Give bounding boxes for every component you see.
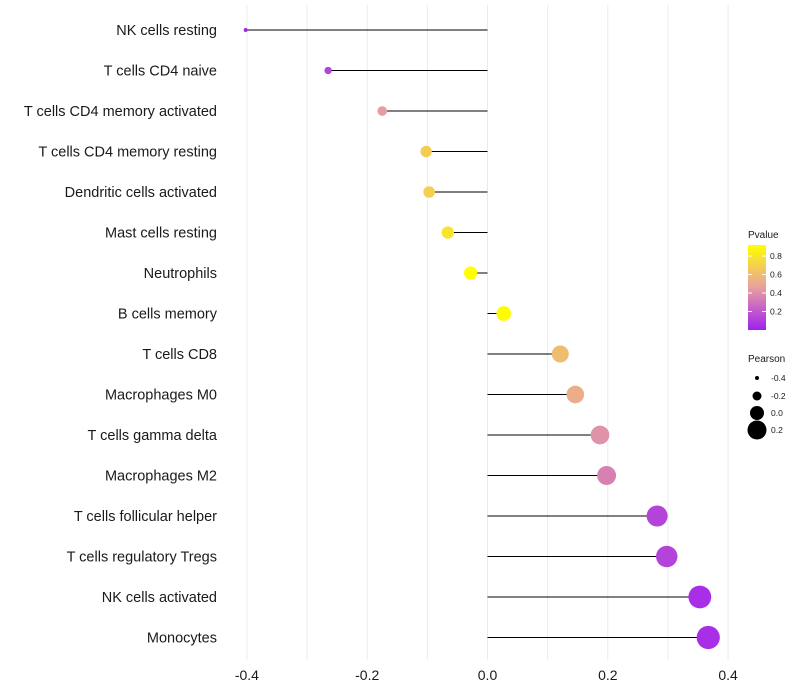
pearson-size-label: -0.2	[771, 391, 786, 401]
points	[243, 28, 720, 650]
pearson-legend: Pearson -0.4 -0.2 0.0 0.2	[747, 354, 786, 440]
pearson-size-label: 0.0	[771, 408, 783, 418]
category-label: Mast cells resting	[105, 226, 217, 242]
data-point	[590, 425, 610, 445]
pearson-size-key	[750, 406, 764, 420]
data-point	[696, 625, 720, 650]
data-point	[688, 585, 712, 609]
data-point	[441, 226, 454, 239]
stems	[245, 29, 709, 638]
category-label: T cells follicular helper	[74, 509, 217, 525]
data-point	[496, 306, 512, 321]
pearson-size-key	[752, 391, 762, 401]
data-point	[420, 145, 432, 158]
pvalue-tick-label: 0.8	[770, 251, 782, 261]
pearson-size-key	[747, 420, 767, 440]
category-label: T cells CD8	[142, 347, 217, 363]
category-label: Neutrophils	[144, 266, 217, 282]
category-label: NK cells resting	[116, 23, 217, 39]
data-point	[551, 345, 569, 363]
data-point	[243, 28, 248, 32]
category-label: T cells gamma delta	[88, 428, 218, 444]
category-label: NK cells activated	[102, 590, 217, 606]
category-label: T cells CD4 memory resting	[38, 145, 217, 161]
pearson-size-key	[755, 376, 759, 380]
category-label: Macrophages M0	[105, 388, 217, 404]
pvalue-colorbar	[748, 245, 766, 330]
data-point	[464, 266, 478, 280]
category-label: T cells CD4 naive	[104, 64, 217, 80]
grid	[246, 5, 729, 660]
pvalue-tick-label: 0.6	[770, 270, 782, 280]
x-tick-label: 0.0	[478, 667, 498, 683]
pearson-legend-title: Pearson	[748, 354, 785, 365]
category-labels: NK cells resting T cells CD4 naive T cells…	[24, 23, 218, 647]
category-label: Monocytes	[147, 631, 217, 647]
category-label: Dendritic cells activated	[65, 185, 217, 201]
x-axis-ticks: -0.4 -0.2 0.0 0.2 0.4	[235, 667, 738, 683]
data-point	[646, 505, 668, 527]
pvalue-tick-label: 0.4	[770, 288, 782, 298]
pearson-size-label: -0.4	[771, 373, 786, 383]
data-point	[656, 545, 678, 568]
data-point	[597, 466, 617, 485]
category-label: T cells regulatory Tregs	[67, 550, 217, 566]
data-point	[423, 186, 435, 198]
x-tick-label: -0.4	[235, 667, 259, 683]
pvalue-tick-label: 0.2	[770, 307, 782, 317]
x-tick-label: -0.2	[355, 667, 379, 683]
x-tick-label: 0.4	[718, 667, 738, 683]
data-point	[566, 385, 585, 404]
pvalue-legend-title: Pvalue	[748, 230, 779, 241]
data-point	[377, 106, 388, 116]
x-tick-label: 0.2	[598, 667, 618, 683]
data-point	[324, 66, 332, 75]
category-label: T cells CD4 memory activated	[24, 104, 217, 120]
category-label: B cells memory	[118, 307, 218, 323]
pearson-size-label: 0.2	[771, 425, 783, 435]
category-label: Macrophages M2	[105, 469, 217, 485]
pvalue-legend: Pvalue 0.8 0.6 0.4 0.2	[748, 230, 782, 330]
